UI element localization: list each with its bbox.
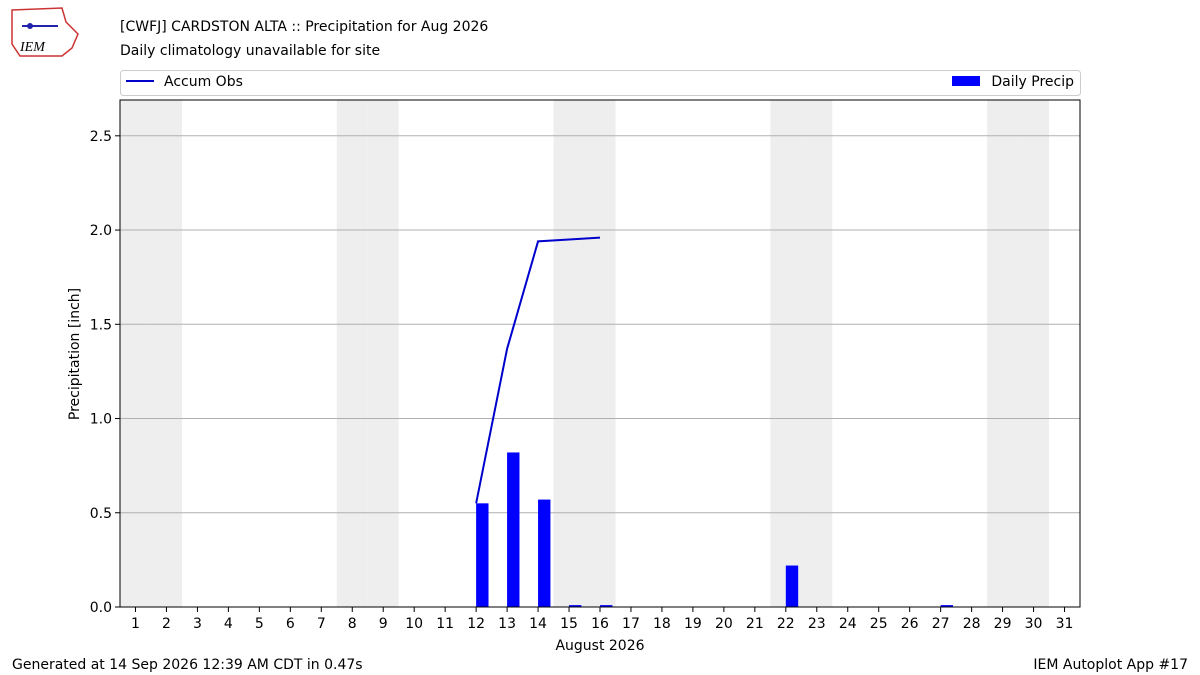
plot-frame (119, 99, 1081, 608)
bar (785, 565, 799, 607)
x-tick-label: 20 (715, 616, 733, 632)
x-tick-label: 24 (839, 616, 857, 632)
x-tick-label: 5 (255, 616, 264, 632)
x-tick-label: 13 (498, 616, 516, 632)
x-tick-label: 11 (436, 616, 454, 632)
chart-subtitle: Daily climatology unavailable for site (120, 43, 380, 59)
weekend-shade (584, 100, 616, 607)
legend-swatch (952, 76, 980, 86)
x-tick-label: 14 (529, 616, 547, 632)
weekend-shade (150, 100, 182, 607)
weekend-shade (367, 100, 399, 607)
bar (600, 605, 613, 607)
chart-title: [CWFJ] CARDSTON ALTA :: Precipitation fo… (120, 19, 488, 35)
weekend-shade (987, 100, 1019, 607)
x-tick-label: 1 (131, 616, 140, 632)
weekend-shade (801, 100, 833, 607)
x-tick-label: 4 (224, 616, 233, 632)
y-tick-label: 1.0 (90, 412, 112, 428)
x-tick-label: 6 (286, 616, 295, 632)
bar (476, 503, 489, 607)
footer-right: IEM Autoplot App #17 (1033, 657, 1188, 673)
weekend-shade (1018, 100, 1050, 607)
x-tick-label: 15 (560, 616, 578, 632)
x-tick-label: 2 (162, 616, 171, 632)
y-tick-label: 0.0 (90, 600, 112, 616)
logo-text: IEM (19, 40, 46, 55)
bar (538, 499, 551, 607)
x-tick-label: 21 (746, 616, 764, 632)
y-tick-label: 2.5 (90, 129, 112, 145)
weekend-shade (120, 100, 151, 607)
footer-left: Generated at 14 Sep 2026 12:39 AM CDT in… (12, 657, 363, 673)
x-tick-label: 12 (467, 616, 485, 632)
x-tick-label: 31 (1056, 616, 1074, 632)
x-tick-label: 29 (994, 616, 1012, 632)
x-axis-label: August 2026 (555, 638, 644, 654)
y-tick-label: 1.5 (90, 317, 112, 333)
legend-box (120, 70, 1081, 96)
legend-label: Daily Precip (991, 74, 1074, 90)
legend-label: Accum Obs (164, 74, 243, 90)
x-tick-label: 23 (808, 616, 826, 632)
y-axis-label: Precipitation [inch] (67, 288, 83, 420)
x-tick-label: 18 (653, 616, 671, 632)
x-tick-label: 19 (684, 616, 702, 632)
accum-line (475, 236, 601, 504)
x-tick-label: 30 (1025, 616, 1043, 632)
x-tick-label: 17 (622, 616, 640, 632)
x-tick-label: 25 (870, 616, 888, 632)
y-tick-label: 2.0 (90, 223, 112, 239)
logo: IEM (11, 7, 79, 57)
x-tick-label: 3 (193, 616, 202, 632)
x-tick-label: 27 (932, 616, 950, 632)
x-tick-label: 10 (405, 616, 423, 632)
x-tick-label: 26 (901, 616, 919, 632)
x-tick-label: 9 (379, 616, 388, 632)
weekend-shade (553, 100, 585, 607)
weekend-shade (336, 100, 368, 607)
bar (507, 452, 520, 607)
x-tick-label: 7 (317, 616, 326, 632)
y-tick-label: 0.5 (90, 506, 112, 522)
weekend-shade (770, 100, 802, 607)
x-tick-label: 28 (963, 616, 981, 632)
x-tick-label: 22 (777, 616, 795, 632)
x-tick-label: 16 (591, 616, 609, 632)
x-tick-label: 8 (348, 616, 357, 632)
bar (940, 605, 954, 607)
bar (569, 605, 582, 607)
